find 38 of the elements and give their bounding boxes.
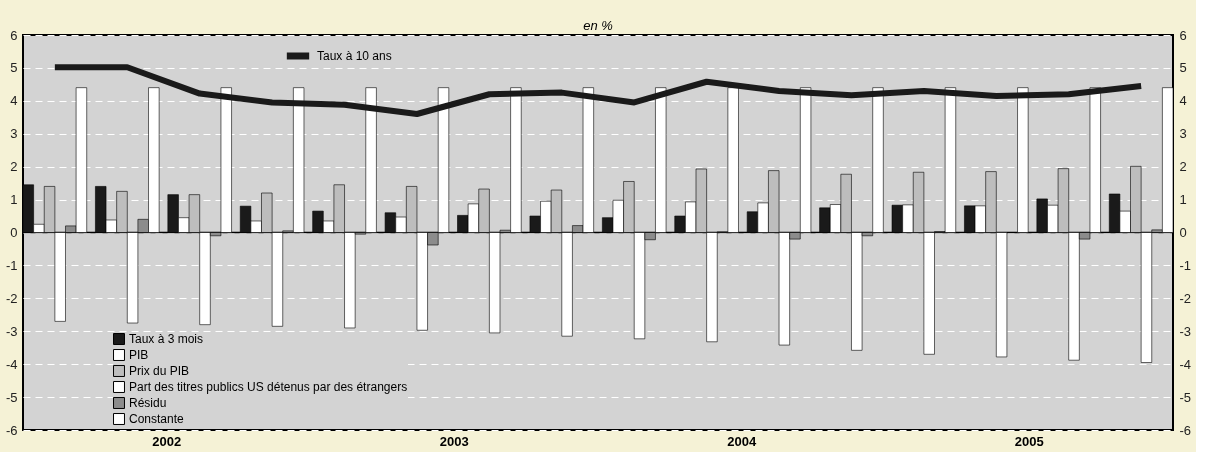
y-tick-label: 3 bbox=[10, 126, 18, 142]
legend-label: Taux à 3 mois bbox=[129, 332, 204, 346]
y2-tick-label: 0 bbox=[1179, 225, 1187, 240]
legend-label: Part des titres publics US détenus par des étrangers bbox=[129, 380, 408, 394]
y2-tick-label: -1 bbox=[1179, 257, 1192, 273]
y-tick-label: -1 bbox=[5, 257, 18, 273]
y-tick-label: 6 bbox=[10, 27, 18, 43]
legend-label: Constante bbox=[129, 412, 185, 426]
y2-tick-label: 4 bbox=[1179, 93, 1187, 109]
y2-tick-label: 5 bbox=[1179, 60, 1187, 76]
y2-tick-label: -6 bbox=[1179, 422, 1192, 438]
y2-tick-label: -3 bbox=[1179, 323, 1192, 339]
chart-subtitle: en % bbox=[583, 18, 613, 33]
y2-tick-label: 1 bbox=[1179, 192, 1187, 208]
y-tick-label: 2 bbox=[10, 159, 18, 175]
legend-label: Taux à 10 ans bbox=[317, 49, 392, 63]
y2-tick-label: -5 bbox=[1179, 389, 1192, 405]
y2-tick-label: 6 bbox=[1179, 27, 1187, 43]
legend-label: Prix du PIB bbox=[129, 364, 190, 378]
text: 2003 bbox=[439, 434, 469, 449]
legend-label: PIB bbox=[129, 348, 149, 362]
text: 2004 bbox=[727, 434, 757, 449]
y-tick-label: -5 bbox=[5, 389, 18, 405]
y-tick-label: -3 bbox=[5, 323, 18, 339]
y2-tick-label: -2 bbox=[1179, 290, 1192, 306]
legend-label: Résidu bbox=[129, 396, 167, 410]
y-tick-label: -6 bbox=[5, 422, 18, 438]
y-tick-label: -4 bbox=[5, 356, 18, 372]
y-tick-label: 4 bbox=[10, 93, 18, 109]
y-tick-label: 1 bbox=[10, 192, 18, 208]
text: 2005 bbox=[1014, 434, 1044, 449]
y2-tick-label: -4 bbox=[1179, 356, 1192, 372]
y2-tick-label: 3 bbox=[1179, 126, 1187, 142]
y-tick-label: 0 bbox=[10, 225, 18, 240]
y2-tick-label: 2 bbox=[1179, 159, 1187, 175]
y-tick-label: -2 bbox=[5, 290, 18, 306]
y-tick-label: 5 bbox=[10, 60, 18, 76]
text: 2002 bbox=[152, 434, 182, 449]
